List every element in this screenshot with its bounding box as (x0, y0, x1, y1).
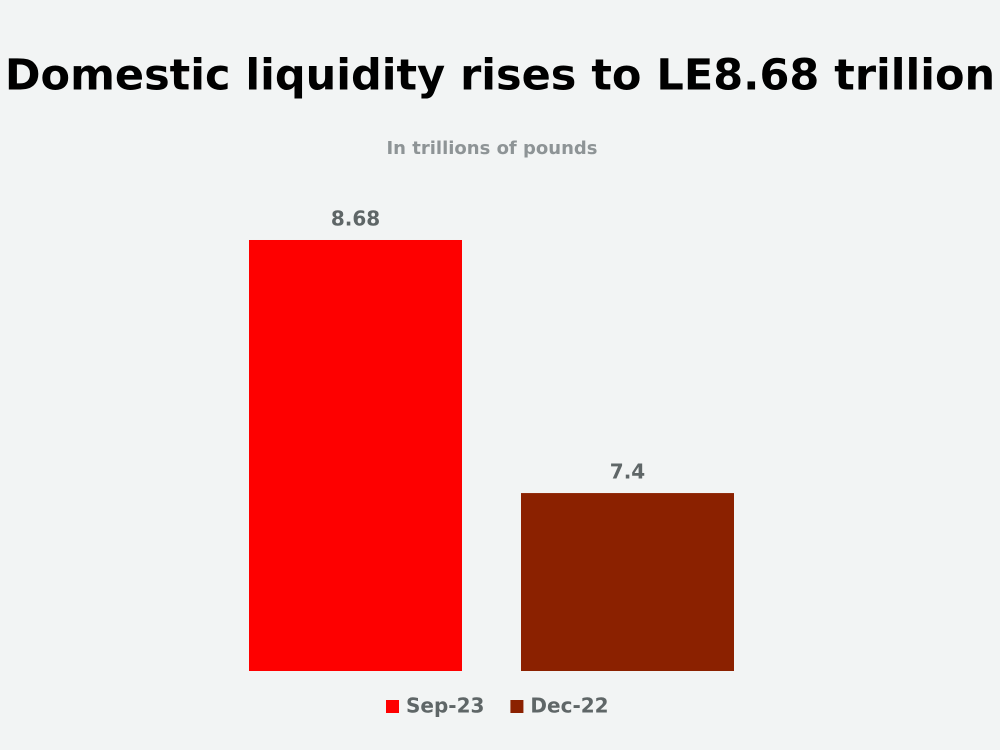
bar (249, 239, 462, 671)
legend-label: Sep-23 (406, 694, 484, 718)
chart-title: Domestic liquidity rises to LE8.68 trill… (5, 51, 995, 101)
data-label: 8.68 (331, 206, 380, 230)
legend-swatch (386, 700, 399, 713)
legend-swatch (510, 700, 524, 713)
bar (521, 493, 734, 671)
chart-subtitle: In trillions of pounds (386, 138, 597, 159)
data-label: 7.4 (610, 460, 645, 484)
legend-label: Dec-22 (530, 694, 608, 718)
